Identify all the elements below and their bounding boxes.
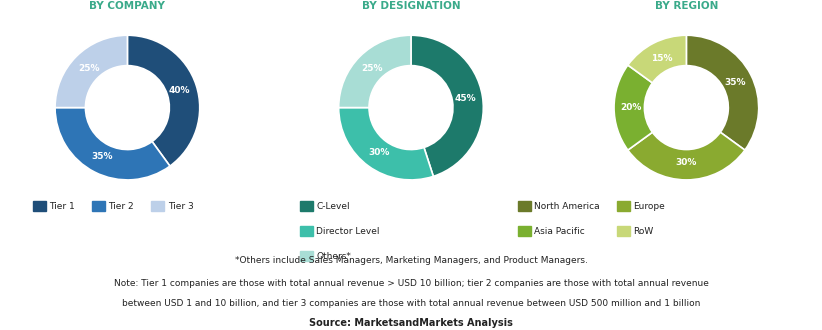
Text: 45%: 45% — [455, 94, 476, 104]
Title: BY REGION: BY REGION — [654, 1, 718, 11]
Text: *Others include Sales Managers, Marketing Managers, and Product Managers.: *Others include Sales Managers, Marketin… — [234, 256, 588, 265]
Wedge shape — [339, 108, 433, 180]
Text: Asia Pacific: Asia Pacific — [534, 227, 585, 236]
Text: between USD 1 and 10 billion, and tier 3 companies are those with total annual r: between USD 1 and 10 billion, and tier 3… — [122, 299, 700, 308]
Wedge shape — [686, 35, 759, 150]
Text: Europe: Europe — [633, 202, 665, 212]
Text: Note: Tier 1 companies are those with total annual revenue > USD 10 billion; tie: Note: Tier 1 companies are those with to… — [113, 279, 709, 288]
Text: 25%: 25% — [78, 64, 99, 73]
Wedge shape — [55, 108, 170, 180]
Wedge shape — [55, 35, 127, 108]
Text: Tier 1: Tier 1 — [49, 202, 75, 212]
Wedge shape — [127, 35, 200, 166]
Text: 35%: 35% — [725, 78, 746, 87]
Text: 30%: 30% — [676, 158, 697, 167]
Wedge shape — [628, 132, 745, 180]
Text: RoW: RoW — [633, 227, 653, 236]
Title: BY COMPANY: BY COMPANY — [90, 1, 165, 11]
Text: 20%: 20% — [621, 103, 642, 112]
Wedge shape — [411, 35, 483, 176]
Text: 40%: 40% — [169, 86, 191, 95]
Text: 35%: 35% — [92, 152, 113, 161]
Text: 30%: 30% — [368, 148, 390, 156]
Wedge shape — [339, 35, 411, 108]
Text: 25%: 25% — [362, 64, 383, 73]
Text: Source: MarketsandMarkets Analysis: Source: MarketsandMarkets Analysis — [309, 318, 513, 328]
Title: BY DESIGNATION: BY DESIGNATION — [362, 1, 460, 11]
Wedge shape — [628, 35, 686, 83]
Text: C-Level: C-Level — [316, 202, 350, 212]
Text: Director Level: Director Level — [316, 227, 380, 236]
Wedge shape — [614, 65, 653, 150]
Text: 15%: 15% — [651, 54, 672, 63]
Text: North America: North America — [534, 202, 600, 212]
Text: Others*: Others* — [316, 252, 351, 261]
Text: Tier 3: Tier 3 — [168, 202, 193, 212]
Text: Tier 2: Tier 2 — [109, 202, 134, 212]
